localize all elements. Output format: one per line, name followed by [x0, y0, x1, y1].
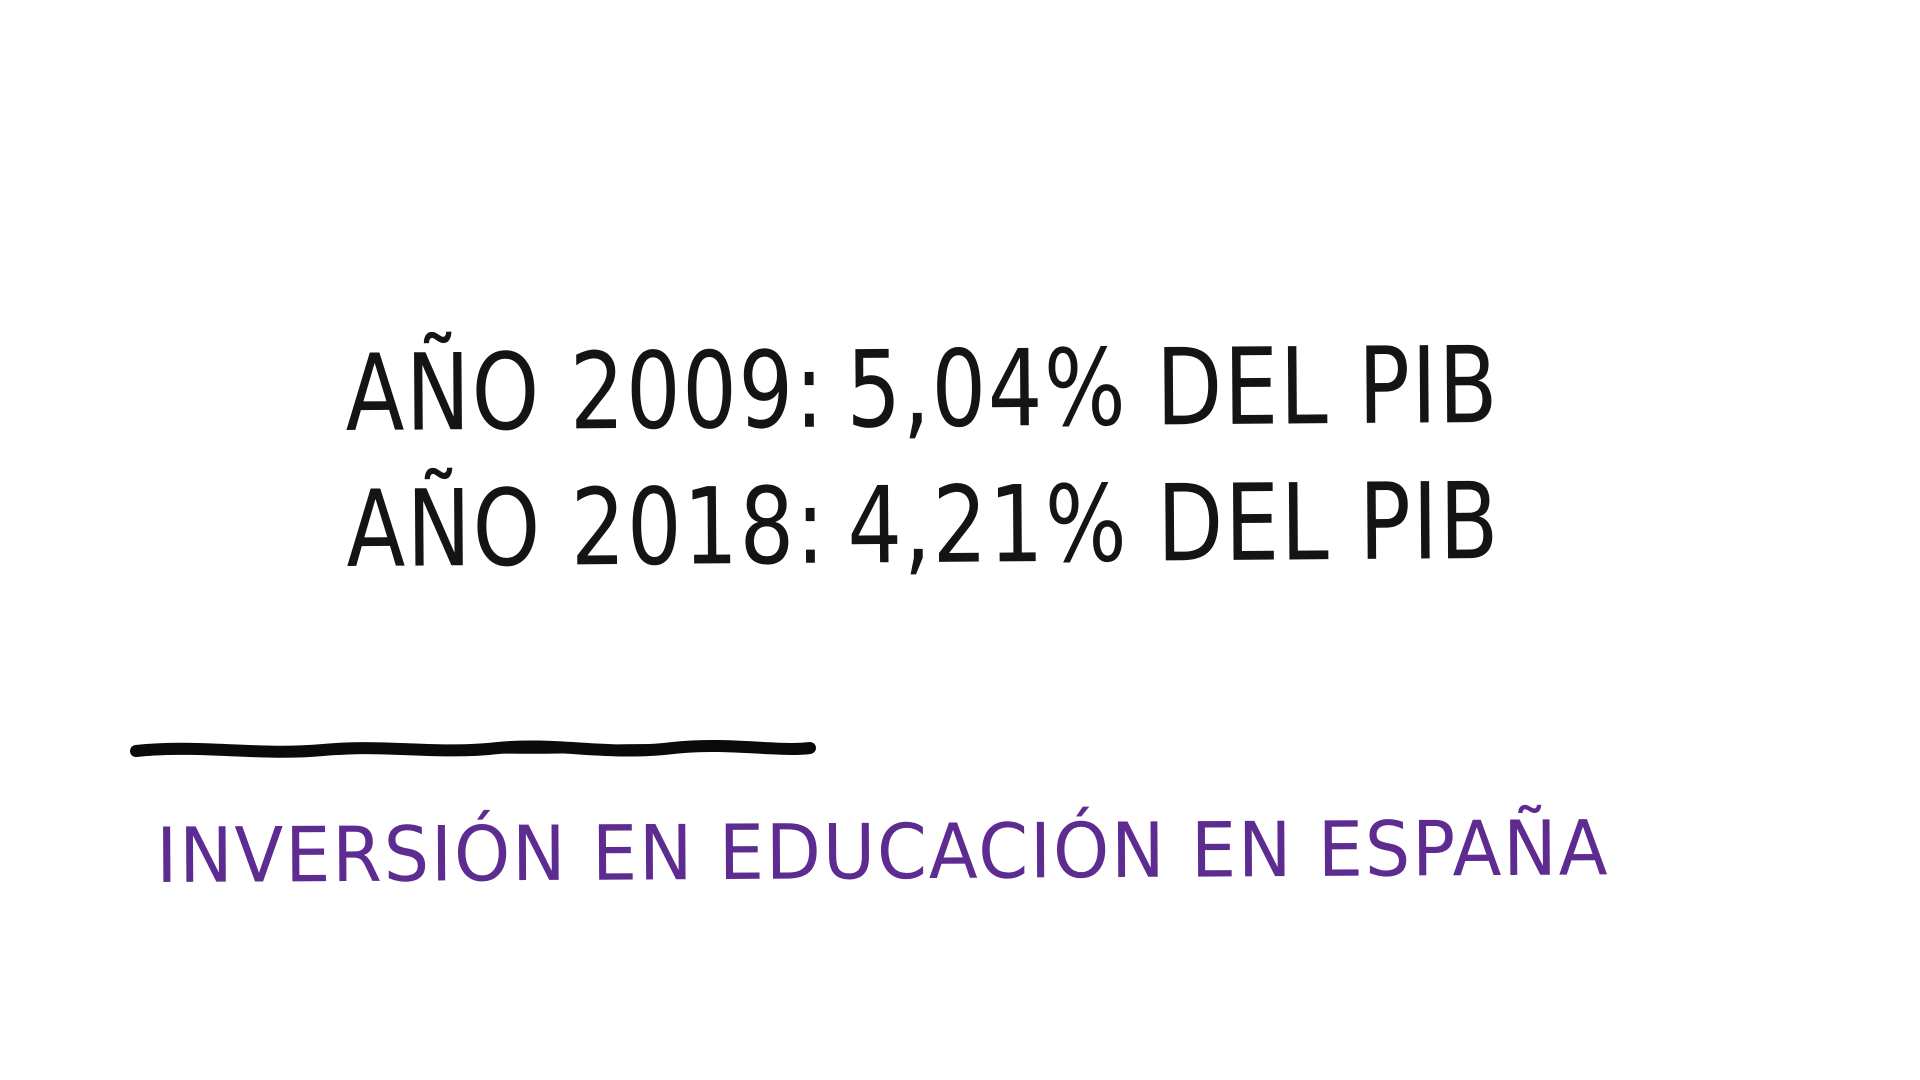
- stats-block: AÑO 2009: 5,04% DEL PIB AÑO 2018: 4,21% DE…: [345, 318, 1500, 598]
- stat-year-label-2018: AÑO 2018:: [345, 464, 827, 591]
- stat-line-2009: AÑO 2009: 5,04% DEL PIB: [345, 318, 1499, 462]
- stat-year-label-2009: AÑO 2009:: [345, 328, 826, 455]
- slide-title: INVERSIÓN EN EDUCACIÓN EN ESPAÑA: [155, 803, 1610, 900]
- stat-line-2018: AÑO 2018: 4,21% DEL PIB: [346, 454, 1500, 598]
- hand-drawn-divider-stroke: [130, 740, 816, 758]
- stat-value-2018: 4,21% DEL PIB: [846, 459, 1501, 588]
- stat-value-2009: 5,04% DEL PIB: [845, 323, 1500, 452]
- hand-drawn-divider: [128, 735, 818, 765]
